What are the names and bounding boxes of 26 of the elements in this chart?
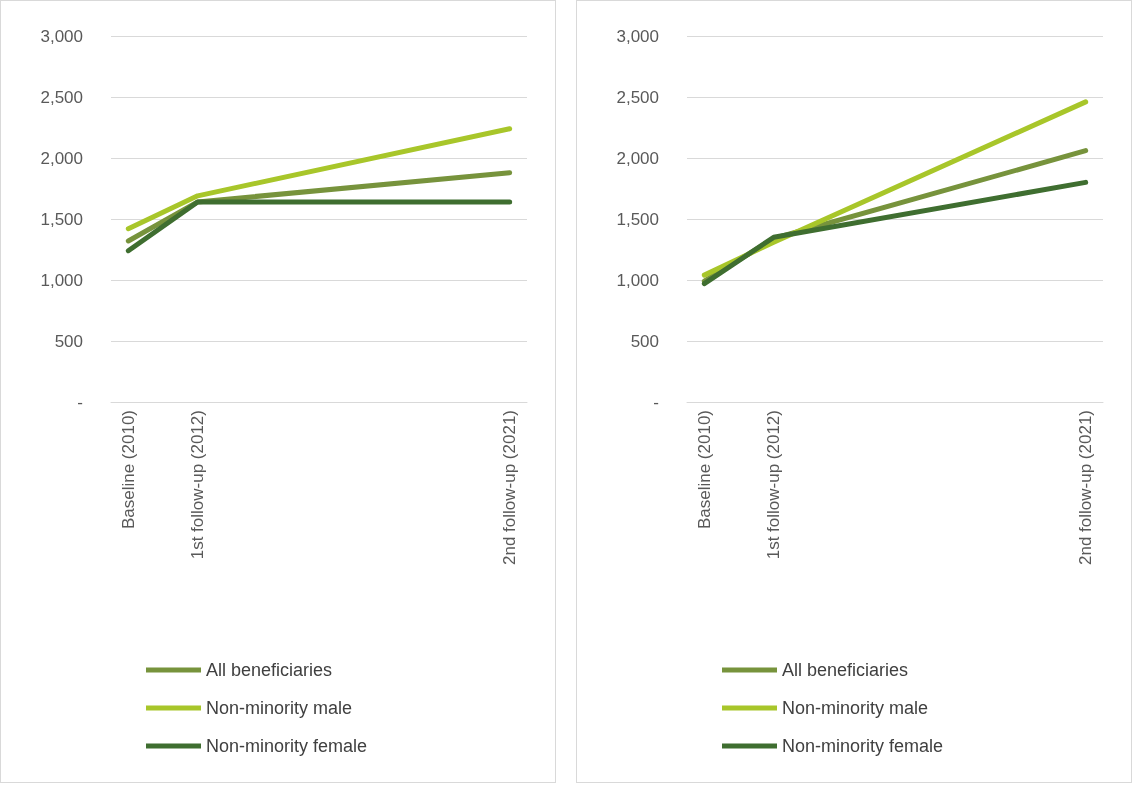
y-tick-label: 1,000 — [616, 270, 659, 290]
y-tick-label: 1,500 — [616, 209, 659, 229]
y-tick-label: 3,000 — [616, 26, 659, 46]
x-tick-label: 1st follow-up (2012) — [188, 410, 208, 560]
legend-label: All beneficiaries — [782, 660, 909, 680]
y-tick-label: 500 — [54, 331, 83, 351]
legend-label: All beneficiaries — [206, 660, 333, 680]
y-tick-label: - — [653, 392, 659, 412]
y-tick-label: 3,000 — [40, 26, 83, 46]
y-tick-label: 2,500 — [616, 87, 659, 107]
x-tick-label: 2nd follow-up (2021) — [500, 410, 520, 565]
x-tick-label: Baseline (2010) — [118, 410, 138, 530]
y-tick-label: - — [77, 392, 83, 412]
x-tick-label: 1st follow-up (2012) — [764, 410, 784, 560]
y-tick-label: 2,000 — [40, 148, 83, 168]
y-tick-label: 1,000 — [40, 270, 83, 290]
y-tick-label: 500 — [630, 331, 659, 351]
y-tick-label: 2,000 — [616, 148, 659, 168]
legend-label: Non-minority female — [782, 736, 944, 756]
x-tick-label: 2nd follow-up (2021) — [1076, 410, 1096, 565]
x-tick-label: Baseline (2010) — [694, 410, 714, 530]
y-tick-label: 2,500 — [40, 87, 83, 107]
legend-label: Non-minority male — [782, 698, 929, 718]
legend-label: Non-minority female — [206, 736, 368, 756]
legend-label: Non-minority male — [206, 698, 353, 718]
y-tick-label: 1,500 — [40, 209, 83, 229]
